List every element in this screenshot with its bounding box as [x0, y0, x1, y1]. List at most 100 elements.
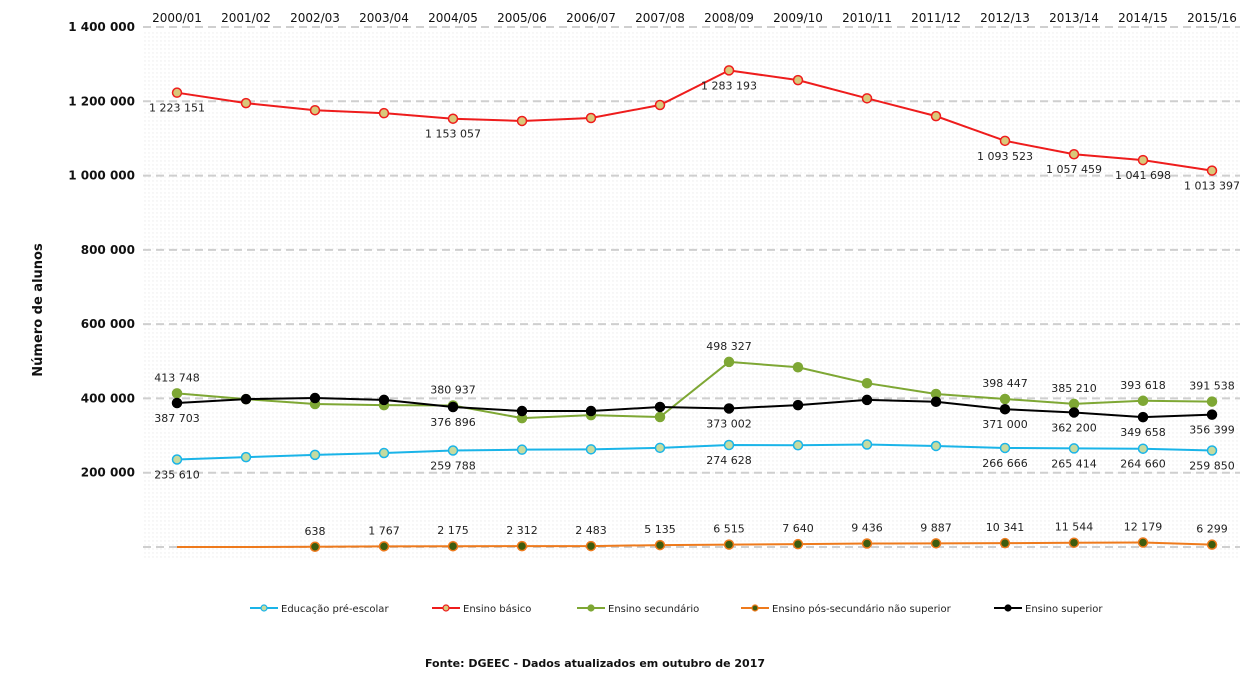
series-ensino-p-s-secund-rio-n-o-superior: [177, 537, 1218, 553]
data-label: 393 618: [1120, 379, 1166, 392]
data-label: 264 660: [1120, 458, 1166, 471]
data-point[interactable]: [1137, 443, 1149, 454]
data-point[interactable]: [861, 394, 873, 406]
series-line: [176, 360, 1213, 420]
data-point[interactable]: [378, 447, 390, 459]
data-label: 6 299: [1196, 523, 1228, 536]
data-point[interactable]: [1068, 537, 1080, 548]
data-point[interactable]: [1137, 537, 1149, 548]
data-point[interactable]: [585, 405, 597, 417]
data-point[interactable]: [723, 65, 735, 76]
legend-item[interactable]: Educação pré-escolar: [250, 603, 389, 615]
data-point[interactable]: [861, 93, 873, 104]
data-point[interactable]: [585, 112, 597, 124]
data-label: 274 628: [706, 454, 752, 467]
data-label: 266 666: [982, 457, 1028, 470]
data-point[interactable]: [171, 87, 183, 98]
data-point[interactable]: [999, 393, 1011, 405]
x-tick-label: 2010/11: [842, 11, 892, 25]
data-point[interactable]: [447, 401, 459, 413]
data-point[interactable]: [240, 97, 252, 109]
data-point[interactable]: [447, 540, 459, 552]
data-point[interactable]: [999, 442, 1011, 454]
data-point[interactable]: [240, 451, 252, 463]
data-label: 1 093 523: [977, 150, 1033, 163]
data-point[interactable]: [516, 540, 528, 552]
data-point[interactable]: [171, 397, 183, 409]
data-point[interactable]: [861, 439, 873, 450]
data-point[interactable]: [1137, 154, 1149, 166]
data-point[interactable]: [309, 104, 321, 116]
data-point[interactable]: [1068, 398, 1080, 410]
data-point[interactable]: [447, 113, 459, 124]
data-point[interactable]: [723, 403, 735, 414]
data-point[interactable]: [1137, 411, 1149, 423]
data-label: 387 703: [154, 412, 200, 425]
data-point[interactable]: [447, 445, 459, 456]
data-point[interactable]: [792, 361, 804, 373]
x-tick-label: 2004/05: [428, 11, 478, 25]
data-point[interactable]: [930, 110, 942, 122]
data-point[interactable]: [1068, 443, 1080, 454]
legend-item[interactable]: Ensino básico: [432, 603, 531, 615]
data-label: 7 640: [782, 522, 814, 535]
data-point[interactable]: [999, 403, 1011, 415]
data-point[interactable]: [1068, 148, 1080, 160]
data-point[interactable]: [1206, 409, 1218, 420]
data-point[interactable]: [792, 74, 804, 86]
x-tick-label: 2013/14: [1049, 11, 1099, 25]
data-label: 1 153 057: [425, 128, 481, 141]
data-point[interactable]: [378, 541, 390, 552]
data-point[interactable]: [723, 539, 735, 550]
data-point[interactable]: [654, 539, 666, 551]
data-point[interactable]: [792, 538, 804, 550]
data-point[interactable]: [309, 541, 321, 553]
data-point[interactable]: [1206, 445, 1218, 456]
data-point[interactable]: [861, 377, 873, 389]
data-point[interactable]: [516, 115, 528, 127]
data-point[interactable]: [309, 449, 321, 461]
data-label: 2 175: [437, 524, 469, 537]
data-point[interactable]: [861, 538, 873, 549]
data-point[interactable]: [585, 540, 597, 552]
source-note: Fonte: DGEEC - Dados atualizados em outu…: [425, 657, 765, 670]
data-point[interactable]: [930, 538, 942, 549]
data-point[interactable]: [654, 401, 666, 413]
legend-label: Ensino secundário: [608, 603, 699, 615]
data-point[interactable]: [1206, 165, 1218, 176]
data-point[interactable]: [654, 411, 666, 423]
data-point[interactable]: [930, 440, 942, 452]
data-point[interactable]: [1206, 396, 1218, 407]
data-point[interactable]: [723, 439, 735, 451]
data-point[interactable]: [654, 442, 666, 454]
data-point[interactable]: [654, 99, 666, 111]
x-tick-label: 2011/12: [911, 11, 961, 25]
data-point[interactable]: [1068, 407, 1080, 418]
data-point[interactable]: [171, 388, 183, 399]
series-ensino-b-sico: [171, 65, 1218, 176]
data-point[interactable]: [1206, 539, 1218, 550]
data-point[interactable]: [240, 393, 252, 405]
legend-item[interactable]: Ensino superior: [994, 604, 1103, 615]
data-point[interactable]: [999, 135, 1011, 147]
data-point[interactable]: [378, 394, 390, 406]
data-point[interactable]: [723, 356, 735, 368]
data-point[interactable]: [1137, 395, 1149, 407]
x-tick-label: 2002/03: [290, 11, 340, 25]
data-point[interactable]: [378, 107, 390, 119]
data-label: 349 658: [1120, 426, 1166, 439]
data-point[interactable]: [792, 399, 804, 411]
data-point[interactable]: [999, 537, 1011, 549]
legend-item[interactable]: Ensino pós-secundário não superior: [741, 603, 952, 615]
y-tick-label: 1 200 000: [68, 94, 135, 108]
data-point[interactable]: [171, 454, 183, 465]
data-point[interactable]: [309, 392, 321, 404]
data-point[interactable]: [930, 396, 942, 408]
data-point[interactable]: [516, 405, 528, 417]
data-point[interactable]: [792, 439, 804, 451]
x-tick-label: 2003/04: [359, 11, 409, 25]
data-point[interactable]: [516, 444, 528, 455]
data-point[interactable]: [585, 444, 597, 455]
legend-item[interactable]: Ensino secundário: [577, 603, 699, 615]
